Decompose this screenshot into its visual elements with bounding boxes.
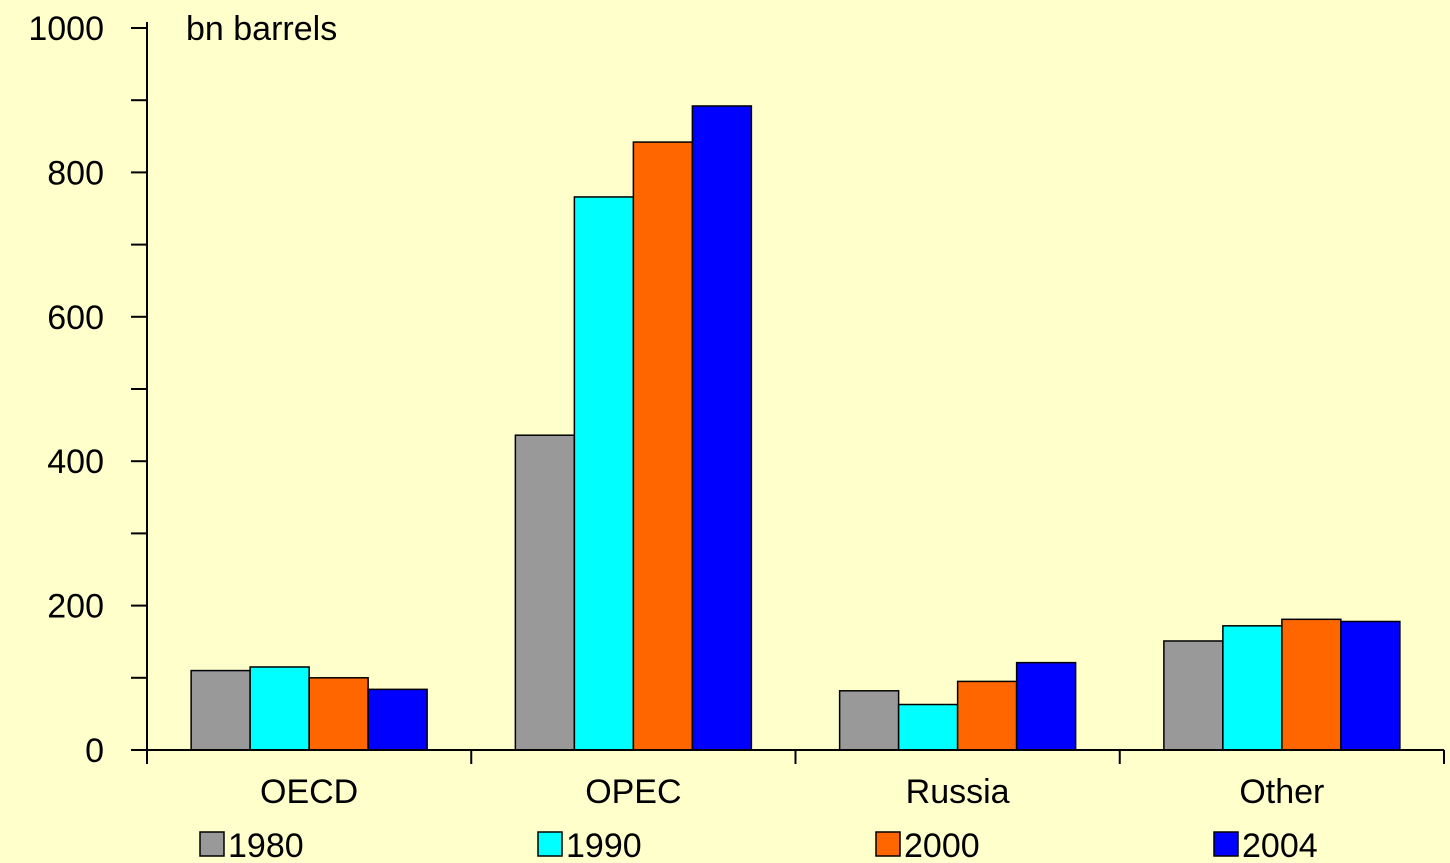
bar-other-1990 [1222,625,1283,751]
bar-russia-2004 [1015,661,1077,751]
bar-opec-2004 [691,105,753,751]
bars-layer [190,105,1401,751]
y-tick-label: 400 [47,443,104,481]
x-tick-label: Other [1239,773,1324,811]
x-tick-label: OPEC [585,773,681,811]
x-category-labels: OECD OPEC Russia Other [260,773,1324,811]
legend-swatch [199,831,225,857]
axes-layer [131,22,1445,764]
y-tick-label: 0 [85,732,104,770]
unit-label: bn barrels [186,10,337,48]
legend-item-2004: 2004 [1213,827,1318,863]
y-tick-label: 200 [47,588,104,626]
bar-other-2004 [1340,620,1401,751]
legend-swatch [1213,831,1239,857]
bar-oecd-1980 [190,669,251,751]
bar-opec-1990 [573,196,635,751]
x-tick-label: Russia [906,773,1010,811]
x-tick-label: OECD [260,773,358,811]
bar-opec-1980 [514,434,576,751]
legend-swatch [875,831,901,857]
legend-item-1980: 1980 [199,827,304,863]
bar-russia-1990 [897,703,959,751]
y-tick-label: 800 [47,154,104,192]
y-tick-label: 600 [47,299,104,337]
bar-opec-2000 [632,141,694,751]
bar-oecd-1990 [249,666,310,751]
legend-label: 2004 [1242,827,1318,863]
y-tick-labels: 0 200 400 600 800 1000 [28,10,104,770]
legend-label: 1990 [566,827,642,863]
bar-oecd-2000 [308,677,369,751]
bar-oecd-2004 [367,688,428,751]
bar-other-1980 [1163,640,1224,751]
y-tick-label: 1000 [28,10,104,48]
legend-label: 1980 [228,827,304,863]
legend-swatch [537,831,563,857]
legend: 1980 1990 2000 2004 [199,827,1318,863]
legend-item-1990: 1990 [537,827,642,863]
legend-label: 2000 [904,827,980,863]
bar-russia-1980 [838,690,900,751]
legend-item-2000: 2000 [875,827,980,863]
bar-other-2000 [1281,618,1342,751]
bar-russia-2000 [956,680,1018,751]
